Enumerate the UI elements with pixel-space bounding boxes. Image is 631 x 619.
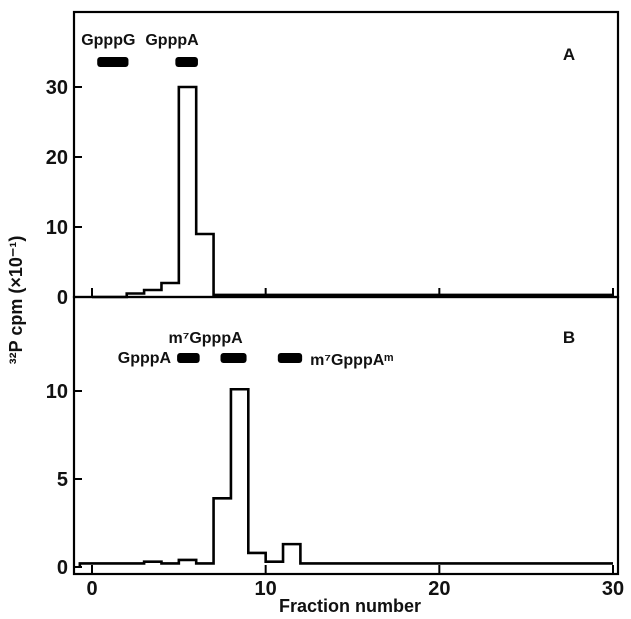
marker-bar [175,57,198,67]
panel-b: 0 5 10 GpppA m⁷GpppA m⁷GpppAᵐ [46,330,613,579]
panel-b-frame [72,295,620,576]
marker-bar [177,353,200,363]
panel-a-label: A [563,45,575,64]
y-tick-label: 5 [57,469,68,491]
x-axis: 0 10 20 30 [86,288,624,600]
y-tick-label: 30 [46,77,68,99]
panel-a-frame [72,10,620,299]
x-tick-label: 0 [86,578,97,600]
marker-label: m⁷GpppAᵐ [310,352,393,369]
marker-bar [220,353,247,363]
marker-bar [277,353,303,363]
panel-b-label: B [563,328,575,347]
histogram-series [78,387,613,567]
marker-label: GpppA [145,32,199,49]
x-tick-label: 20 [428,578,450,600]
marker-label: GpppG [81,32,135,49]
x-tick-label: 30 [602,578,624,600]
y-tick-label: 0 [57,557,68,579]
y-axis-title: ³²P cpm (×10⁻¹) [6,236,26,365]
y-tick-label: 10 [46,381,68,403]
x-axis-title: Fraction number [279,596,421,616]
y-tick-label: 20 [46,147,68,169]
marker-label: GpppA [118,350,172,367]
panel-a: 0 10 20 30 GpppG GpppA [46,32,613,309]
x-tick-label: 10 [255,578,277,600]
y-tick-label: 10 [46,217,68,239]
y-tick-label: 0 [57,287,68,309]
marker-label: m⁷GpppA [169,330,244,347]
marker-bar [97,57,129,67]
histogram-series [92,85,613,299]
